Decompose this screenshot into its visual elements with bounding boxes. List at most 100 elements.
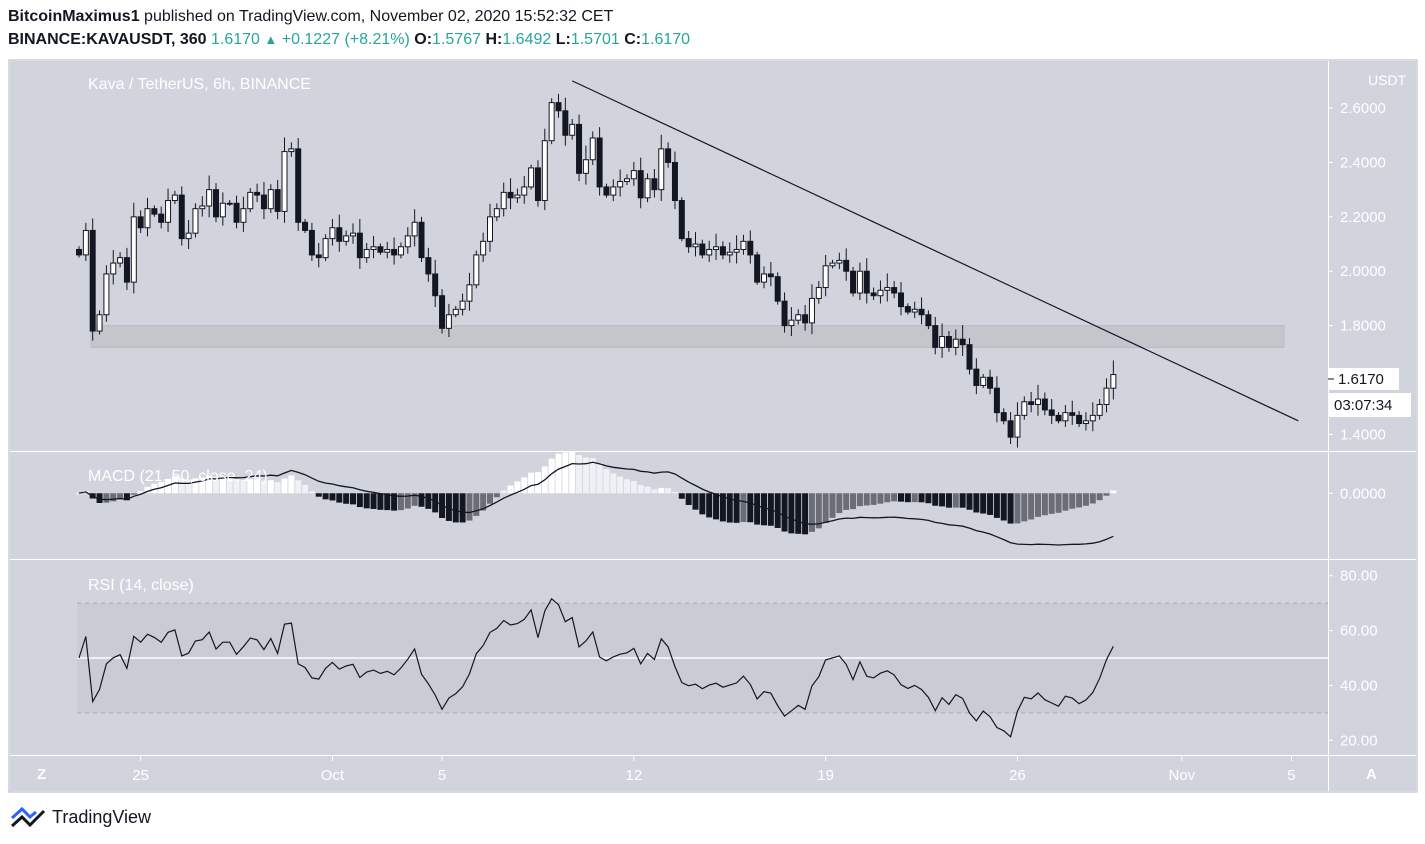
candle-body[interactable] [96,314,103,332]
brand-footer[interactable]: TradingView [10,806,151,828]
candle-body[interactable] [815,287,822,299]
candle-body[interactable] [603,186,610,196]
candle-body[interactable] [589,137,596,161]
candle-body[interactable] [329,227,336,240]
candle-body[interactable] [658,148,665,191]
candle-body[interactable] [541,140,548,202]
candle-body[interactable] [82,229,89,256]
candle-body[interactable] [418,221,425,259]
candle-body[interactable] [336,227,343,242]
candle-body[interactable] [315,254,322,259]
candle-body[interactable] [411,221,418,237]
candle-body[interactable] [500,191,507,210]
candle-body[interactable] [130,216,137,283]
candle-body[interactable] [829,262,836,267]
candle-body[interactable] [219,202,226,218]
candle-body[interactable] [439,295,446,329]
candle-body[interactable] [254,191,261,196]
candle-body[interactable] [644,178,651,199]
candle-body[interactable] [788,319,795,327]
candle-body[interactable] [397,246,404,256]
candle-body[interactable] [1048,409,1055,416]
candle-body[interactable] [350,232,356,237]
candle-body[interactable] [117,257,124,264]
candle-body[interactable] [843,259,850,272]
candle-body[interactable] [610,186,617,196]
candle-body[interactable] [281,151,288,212]
candle-body[interactable] [1028,401,1035,405]
candle-body[interactable] [836,259,843,264]
author-name[interactable]: BitcoinMaximus1 [8,8,140,25]
candle-body[interactable] [76,248,82,256]
candle-body[interactable] [877,289,884,297]
candle-body[interactable] [802,314,809,324]
candle-body[interactable] [898,292,904,308]
candle-body[interactable] [596,137,603,188]
time-axis[interactable] [10,756,1328,791]
candle-body[interactable] [432,273,439,297]
candle-body[interactable] [507,191,514,199]
candle-body[interactable] [706,248,713,256]
candle-body[interactable] [576,123,583,174]
candle-body[interactable] [445,314,452,329]
candle-body[interactable] [719,246,726,256]
candle-body[interactable] [404,235,411,248]
candle-body[interactable] [514,194,521,199]
candle-body[interactable] [617,180,624,188]
candle-body[interactable] [165,200,172,223]
candle-body[interactable] [993,387,1000,414]
candle-body[interactable] [637,170,644,199]
candle-body[interactable] [808,297,815,324]
candle-body[interactable] [528,167,535,188]
candle-body[interactable] [726,251,733,256]
candle-body[interactable] [185,232,192,240]
candle-body[interactable] [1062,412,1069,422]
candle-body[interactable] [911,308,918,313]
auto-scale-icon[interactable]: A [1366,766,1377,783]
macd-line[interactable] [78,461,1114,546]
support-zone[interactable] [90,325,1285,348]
candle-body[interactable] [213,189,219,218]
candle-body[interactable] [356,232,363,259]
candle-body[interactable] [959,338,966,346]
candle-body[interactable] [966,344,973,370]
candle-body[interactable] [555,102,562,112]
candle-body[interactable] [370,246,377,250]
candle-body[interactable] [343,235,350,242]
candle-body[interactable] [1096,403,1103,416]
candle-body[interactable] [822,265,829,289]
candle-body[interactable] [199,205,206,210]
candle-body[interactable] [391,248,398,256]
candle-body[interactable] [151,208,158,215]
candle-body[interactable] [1082,420,1089,425]
candle-body[interactable] [425,257,432,275]
candle-body[interactable] [487,216,493,242]
candle-body[interactable] [904,306,911,313]
candle-body[interactable] [692,243,699,248]
candle-body[interactable] [678,200,685,240]
candle-body[interactable] [459,300,466,310]
candle-body[interactable] [534,167,541,202]
candle-body[interactable] [548,102,555,142]
candle-body[interactable] [987,376,994,389]
candle-body[interactable] [308,229,315,256]
candle-body[interactable] [767,273,774,278]
candle-body[interactable] [274,189,281,212]
candle-body[interactable] [665,148,672,163]
candle-body[interactable] [1055,414,1062,422]
candle-body[interactable] [452,308,459,316]
candle-body[interactable] [685,238,692,248]
candle-body[interactable] [226,202,233,205]
candle-body[interactable] [945,336,952,348]
candle-body[interactable] [939,336,946,348]
candle-body[interactable] [466,284,473,302]
descending-trendline[interactable] [571,80,1299,422]
candle-body[interactable] [747,240,754,256]
candle-body[interactable] [260,194,267,210]
candle-body[interactable] [1110,374,1117,389]
candle-body[interactable] [1014,414,1021,438]
candle-body[interactable] [240,208,247,223]
candle-body[interactable] [192,208,199,234]
candle-body[interactable] [582,159,589,174]
candle-body[interactable] [288,148,295,153]
